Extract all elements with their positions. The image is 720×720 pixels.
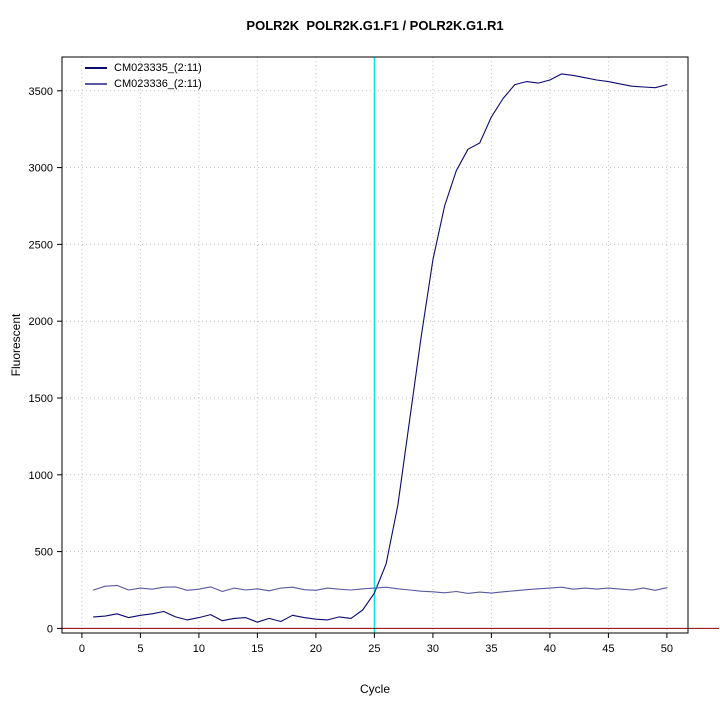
svg-text:50: 50: [661, 643, 673, 655]
chart-title: POLR2K POLR2K.G1.F1 / POLR2K.G1.R1: [246, 18, 504, 33]
svg-text:0: 0: [79, 643, 85, 655]
svg-text:45: 45: [602, 643, 614, 655]
legend-label-series1: CM023335_(2:11): [114, 62, 202, 74]
svg-text:25: 25: [368, 643, 380, 655]
x-axis-label: Cycle: [359, 682, 390, 696]
legend-line-swatch-series1: [85, 67, 107, 69]
svg-text:40: 40: [544, 643, 556, 655]
legend-line-swatch-series2: [85, 83, 107, 85]
legend-item: CM023335_(2:11): [85, 60, 202, 76]
svg-text:3500: 3500: [29, 86, 53, 98]
svg-text:35: 35: [485, 643, 497, 655]
svg-text:10: 10: [193, 643, 205, 655]
svg-text:3000: 3000: [29, 163, 53, 175]
legend: CM023335_(2:11) CM023336_(2:11): [85, 60, 202, 92]
svg-text:15: 15: [251, 643, 263, 655]
svg-text:1500: 1500: [29, 393, 53, 405]
legend-item: CM023336_(2:11): [85, 76, 202, 92]
svg-text:30: 30: [427, 643, 439, 655]
svg-text:20: 20: [310, 643, 322, 655]
svg-text:500: 500: [35, 547, 53, 559]
legend-label-series2: CM023336_(2:11): [114, 78, 202, 90]
svg-text:1000: 1000: [29, 470, 53, 482]
svg-text:2000: 2000: [29, 316, 53, 328]
svg-text:5: 5: [137, 643, 143, 655]
svg-text:0: 0: [47, 623, 53, 635]
svg-text:2500: 2500: [29, 239, 53, 251]
